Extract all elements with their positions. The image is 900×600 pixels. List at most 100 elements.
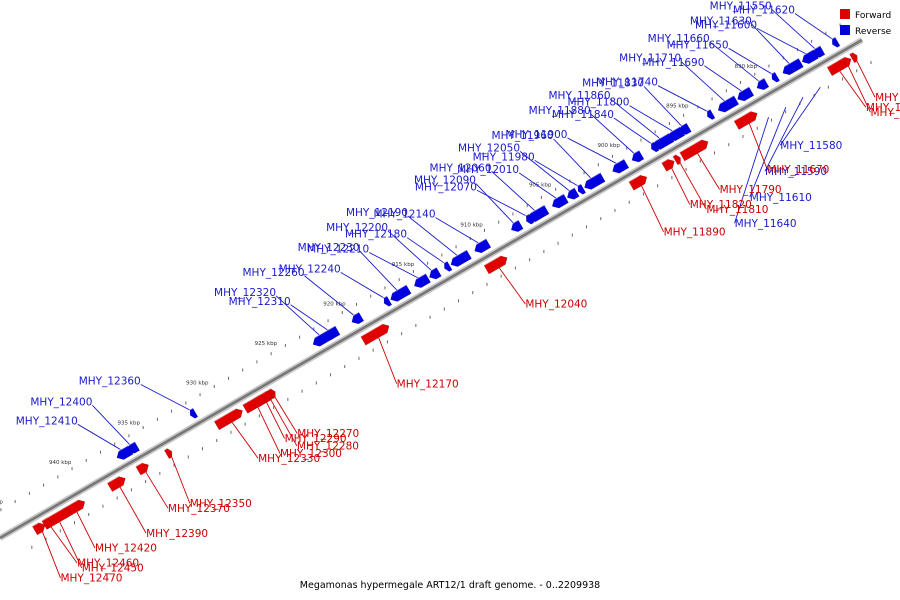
gene-label-mhy-11890: MHY_11890 bbox=[664, 226, 726, 238]
reverse-gene-arrow bbox=[754, 77, 770, 91]
gene-label-mhy-12460: MHY_12460 bbox=[77, 558, 139, 570]
gene-label-mhy-11660: MHY_11660 bbox=[648, 33, 710, 45]
forward-gene-arrow bbox=[242, 394, 267, 414]
gene-label-mhy-12040: MHY_12040 bbox=[525, 299, 587, 311]
reverse-gene-arrow bbox=[769, 71, 780, 83]
leader-line bbox=[643, 86, 683, 127]
gene-arrows bbox=[31, 36, 858, 536]
gene-label-mhy-12180: MHY_12180 bbox=[345, 229, 407, 241]
gene-label-mhy-12300: MHY_12300 bbox=[280, 448, 342, 460]
leader-line bbox=[378, 337, 398, 384]
leader-line bbox=[275, 295, 321, 337]
gene-label-mhy-12260: MHY_12260 bbox=[243, 267, 305, 279]
gene-label-mhy-12060: MHY_12060 bbox=[430, 162, 492, 174]
gene-label-mhy-11740: MHY_11740 bbox=[596, 77, 658, 89]
legend-forward-label: Forward bbox=[855, 11, 891, 21]
gene-label-mhy-12310: MHY_12310 bbox=[229, 296, 291, 308]
leader-line bbox=[679, 163, 707, 210]
feature-ticks bbox=[0, 23, 872, 549]
legend: Forward Reverse bbox=[840, 9, 892, 37]
gene-label-mhy-12330: MHY_12330 bbox=[258, 453, 320, 465]
leader-line bbox=[610, 98, 661, 140]
leader-line bbox=[519, 151, 571, 192]
gene-label-mhy-11860: MHY_11860 bbox=[549, 90, 611, 102]
leader-line bbox=[476, 189, 528, 217]
gene-label-mhy-11590: MHY_11590 bbox=[765, 166, 827, 178]
gene-label-mhy-12050: MHY_12050 bbox=[458, 142, 520, 154]
leader-line bbox=[697, 153, 720, 190]
gene-label-mhy-11610: MHY_11610 bbox=[750, 192, 812, 204]
forward-gene-arrow bbox=[360, 323, 390, 346]
scale-label: 945 kbp bbox=[0, 500, 3, 506]
reverse-gene-arrow bbox=[665, 126, 686, 142]
scale-label: 920 kbp bbox=[323, 302, 346, 308]
gene-label-mhy-11670: MHY_11670 bbox=[767, 164, 829, 176]
gene-label-mhy-11810: MHY_11810 bbox=[706, 204, 768, 216]
gene-label-mhy-12350: MHY_12350 bbox=[190, 498, 252, 510]
gene-label-mhy-12090: MHY_12090 bbox=[414, 175, 476, 187]
reverse-gene-arrow bbox=[187, 407, 199, 419]
gene-label-mhy-11620: MHY_11620 bbox=[733, 4, 795, 16]
leader-line bbox=[590, 113, 635, 155]
leader-line bbox=[751, 24, 791, 65]
gene-label-mhy-11550: MHY_11550 bbox=[710, 0, 772, 12]
reverse-gene-arrow bbox=[114, 444, 134, 460]
reverse-gene-arrow bbox=[581, 172, 606, 190]
leader-line bbox=[709, 41, 760, 83]
forward-gene-arrow bbox=[672, 154, 681, 166]
scale-labels: 890 kbp 895 kbp 900 kbp 905 kbp 910 kbp 915 k… bbox=[0, 64, 758, 506]
leader-line bbox=[748, 123, 768, 170]
gene-label-mhy-12140: MHY_12140 bbox=[373, 209, 435, 221]
leader-line bbox=[749, 106, 787, 198]
gene-label-mhy-12320: MHY_12320 bbox=[214, 287, 276, 299]
gene-label-mhy-12240: MHY_12240 bbox=[279, 263, 341, 275]
gene-label-mhy-12170: MHY_12170 bbox=[397, 378, 459, 390]
reverse-gene-arrow bbox=[448, 249, 472, 267]
leader-line bbox=[340, 272, 385, 299]
gene-label-mhy-12360: MHY_12360 bbox=[79, 375, 141, 387]
leader-line bbox=[764, 96, 804, 172]
leader-line bbox=[435, 217, 480, 245]
leader-line bbox=[266, 402, 286, 439]
gene-label-mhy-12400: MHY_12400 bbox=[30, 396, 92, 408]
reverse-gene-arrow bbox=[387, 284, 412, 302]
gene-label-mhy-12210: MHY_12210 bbox=[307, 244, 369, 256]
forward-gene-arrow bbox=[679, 139, 709, 162]
leader-line bbox=[498, 267, 526, 305]
gene-label-mhy-11630: MHY_11630 bbox=[690, 15, 752, 27]
gene-label-mhy-11600: MHY_11600 bbox=[695, 19, 757, 31]
leader-line bbox=[257, 407, 281, 454]
forward-gene-arrow bbox=[31, 522, 46, 536]
leader-line bbox=[641, 185, 664, 233]
legend-reverse-swatch bbox=[840, 25, 850, 35]
gene-label-mhy-12270: MHY_12270 bbox=[297, 428, 359, 440]
leader-line bbox=[231, 422, 259, 459]
legend-reverse-label: Reverse bbox=[855, 27, 892, 37]
gene-label-mhy-12390: MHY_12390 bbox=[146, 528, 208, 540]
leader-line bbox=[671, 168, 691, 205]
leader-line bbox=[304, 275, 355, 317]
forward-gene-arrow bbox=[163, 447, 173, 460]
leader-line bbox=[491, 170, 536, 212]
gene-label-mhy-11540: MHY_11540 bbox=[866, 102, 900, 114]
forward-gene-arrow bbox=[135, 462, 149, 476]
reverse-gene-arrow bbox=[564, 187, 580, 200]
leader-line bbox=[407, 215, 459, 257]
gene-label-mhy-12420: MHY_12420 bbox=[95, 543, 157, 555]
gene-label-mhy-11710: MHY_11710 bbox=[619, 53, 681, 65]
leader-line bbox=[728, 47, 773, 75]
leader-line bbox=[771, 9, 817, 50]
reverse-gene-arrow bbox=[629, 149, 645, 163]
forward-gene-arrow bbox=[43, 517, 52, 529]
forward-gene-arrow bbox=[106, 475, 126, 492]
forward-gene-arrow bbox=[661, 158, 675, 172]
gene-label-mhy-12470: MHY_12470 bbox=[60, 573, 122, 585]
forward-gene-arrow bbox=[213, 408, 243, 431]
leader-line bbox=[629, 105, 674, 132]
reverse-gene-arrow bbox=[715, 95, 740, 113]
forward-gene-arrow bbox=[483, 255, 508, 275]
forward-gene-arrow bbox=[826, 60, 846, 77]
reverse-gene-arrow bbox=[381, 295, 393, 307]
